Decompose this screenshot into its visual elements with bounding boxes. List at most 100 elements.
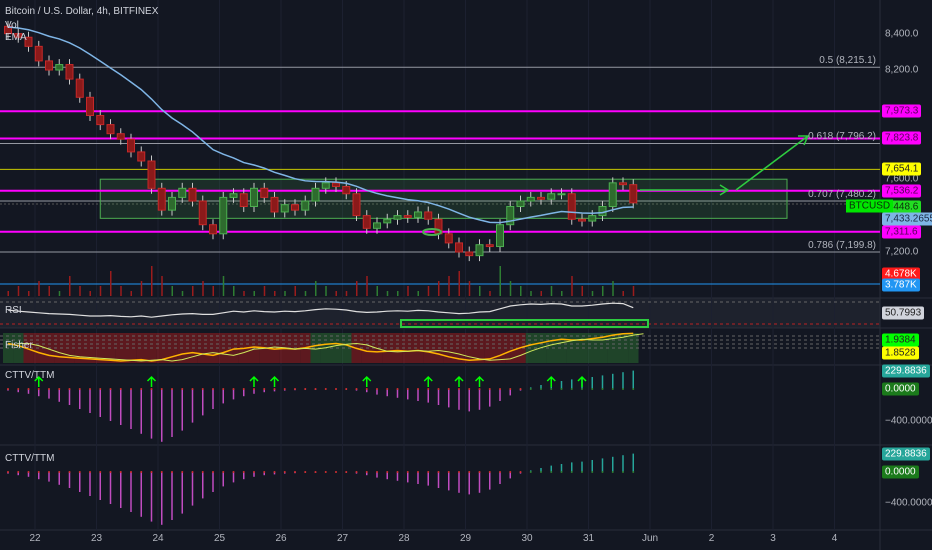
fisher-legend[interactable]: Fisher <box>5 340 33 351</box>
candle <box>321 182 330 189</box>
volume-bar <box>612 281 614 296</box>
volume-bar <box>417 291 419 296</box>
candle <box>629 184 638 204</box>
cttv-squeeze-dot <box>560 471 563 473</box>
cttv-squeeze-dot <box>140 471 143 473</box>
date-tick: 31 <box>582 533 595 544</box>
fisher-bg-block <box>546 333 557 363</box>
candle <box>239 193 248 207</box>
cttv-squeeze-dot <box>540 471 542 473</box>
cttv-squeeze-dot <box>232 471 235 473</box>
cttv-squeeze-dot <box>304 471 307 473</box>
price-tick: 7,600.0 <box>885 173 919 185</box>
cttv-squeeze-dot <box>78 471 81 473</box>
ema-legend[interactable]: EMA <box>5 32 27 43</box>
cttv-squeeze-dot <box>140 388 143 390</box>
cttv-squeeze-dot <box>488 471 491 473</box>
cttv-squeeze-dot <box>242 471 245 473</box>
cttv-squeeze-dot <box>160 471 163 473</box>
volume-bar <box>274 291 276 296</box>
candle <box>526 196 535 202</box>
cttv-squeeze-dot <box>386 388 389 390</box>
cttv-squeeze-dot <box>478 388 481 390</box>
volume-bar <box>325 286 327 296</box>
cttv-squeeze-dot <box>529 388 532 390</box>
cttv2-top-badge: 229.8836 <box>882 447 930 461</box>
cttv-squeeze-dot <box>427 471 430 473</box>
volume-bar <box>438 281 440 296</box>
volume-bar <box>181 291 184 296</box>
candle <box>567 193 576 220</box>
cttv-squeeze-dot <box>550 388 553 390</box>
volume-bar <box>356 281 358 296</box>
cttv-squeeze-dot <box>17 471 20 473</box>
candle <box>280 204 289 213</box>
candle <box>75 78 84 98</box>
volume-bar <box>58 291 61 296</box>
candle <box>198 200 207 226</box>
volume-legend[interactable]: Vol <box>5 20 19 31</box>
rsi-value-badge: 50.7993 <box>882 306 925 320</box>
cttv-squeeze-dot <box>48 471 50 473</box>
volume-bar <box>509 281 512 296</box>
cttv-squeeze-dot <box>468 388 471 390</box>
volume-bar <box>376 286 378 296</box>
cttv-squeeze-dot <box>212 471 214 473</box>
cttv-squeeze-dot <box>437 471 440 473</box>
fisher-bg-block <box>197 333 208 363</box>
cttv-squeeze-dot <box>89 471 91 473</box>
cttv-squeeze-dot <box>447 471 450 473</box>
cttv-squeeze-dot <box>570 471 573 473</box>
candle <box>178 187 187 198</box>
fisher-bg-block <box>618 333 629 363</box>
candle <box>116 133 125 140</box>
price-tick: 8,200.0 <box>885 64 919 76</box>
cttv-legend-1[interactable]: CTTV/TTM <box>5 370 55 381</box>
cttv2-zero-badge: 0.0000 <box>882 465 919 479</box>
volume-bar <box>28 291 30 296</box>
cttv-legend-2[interactable]: CTTV/TTM <box>5 453 55 464</box>
cttv-squeeze-dot <box>27 471 30 473</box>
pane-bg <box>0 298 880 328</box>
candle <box>229 193 238 198</box>
fisher-bg-block <box>54 333 65 363</box>
cttv-squeeze-dot <box>499 471 501 473</box>
candle <box>352 193 361 217</box>
cttv-squeeze-dot <box>150 471 153 473</box>
cttv-squeeze-dot <box>78 388 81 390</box>
candle <box>24 36 33 47</box>
fisher-line <box>7 332 634 362</box>
volume-bar <box>284 291 286 296</box>
volume-bar <box>79 286 81 296</box>
volume-bar <box>602 286 604 296</box>
cttv-squeeze-dot <box>242 388 245 390</box>
volume-bar <box>212 286 214 296</box>
candle <box>14 33 23 38</box>
volume-bar <box>140 281 143 296</box>
cttv-squeeze-dot <box>253 388 255 390</box>
candle <box>188 187 197 202</box>
cttv-squeeze-dot <box>294 471 296 473</box>
volume-bar <box>192 286 194 296</box>
cttv-squeeze-dot <box>263 471 266 473</box>
candle <box>578 218 586 222</box>
candle <box>250 187 258 208</box>
rsi-legend[interactable]: RSI <box>5 305 22 316</box>
fisher-bg-block <box>556 333 567 363</box>
candle <box>557 193 566 196</box>
candle <box>301 200 310 211</box>
cttv-squeeze-dot <box>519 388 522 390</box>
cttv-squeeze-dot <box>150 388 153 390</box>
cttv-squeeze-dot <box>376 471 378 473</box>
cttv1-zero-badge: 0.0000 <box>882 382 919 396</box>
date-tick: 3 <box>770 533 776 544</box>
volume-bar <box>448 276 450 296</box>
cttv-squeeze-dot <box>447 388 450 390</box>
candle <box>619 182 627 186</box>
fisher-bg-block <box>269 333 280 363</box>
cttv-squeeze-dot <box>304 388 307 390</box>
date-tick: Jun <box>641 533 659 544</box>
fisher-bg-block <box>310 333 321 363</box>
volume-bar <box>17 286 20 296</box>
